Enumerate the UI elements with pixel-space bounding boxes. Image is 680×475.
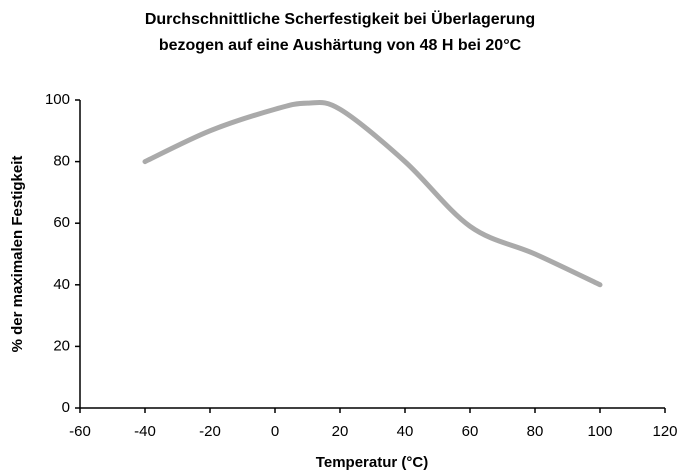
x-axis-label: Temperatur (°C) [316, 454, 428, 471]
x-tick-label: -20 [199, 423, 221, 440]
y-tick-label: 20 [53, 337, 70, 354]
y-tick-label: 40 [53, 276, 70, 293]
y-tick-label: 0 [62, 399, 70, 416]
x-tick-label: 0 [271, 423, 279, 440]
x-tick-label: -60 [69, 423, 91, 440]
chart-title: bezogen auf eine Aushärtung von 48 H bei… [159, 37, 522, 54]
x-tick-label: 120 [652, 423, 677, 440]
chart-title: Durchschnittliche Scherfestigkeit bei Üb… [145, 9, 535, 28]
x-tick-label: 100 [587, 423, 612, 440]
line-series [142, 99, 603, 288]
y-tick-label: 60 [53, 214, 70, 231]
x-tick-label: 20 [332, 423, 349, 440]
y-axis-label: % der maximalen Festigkeit [9, 156, 26, 353]
x-tick-label: 40 [397, 423, 414, 440]
x-tick-label: 80 [527, 423, 544, 440]
x-tick-label: -40 [134, 423, 156, 440]
y-tick-label: 100 [45, 91, 70, 108]
x-tick-label: 60 [462, 423, 479, 440]
y-tick-label: 80 [53, 153, 70, 170]
